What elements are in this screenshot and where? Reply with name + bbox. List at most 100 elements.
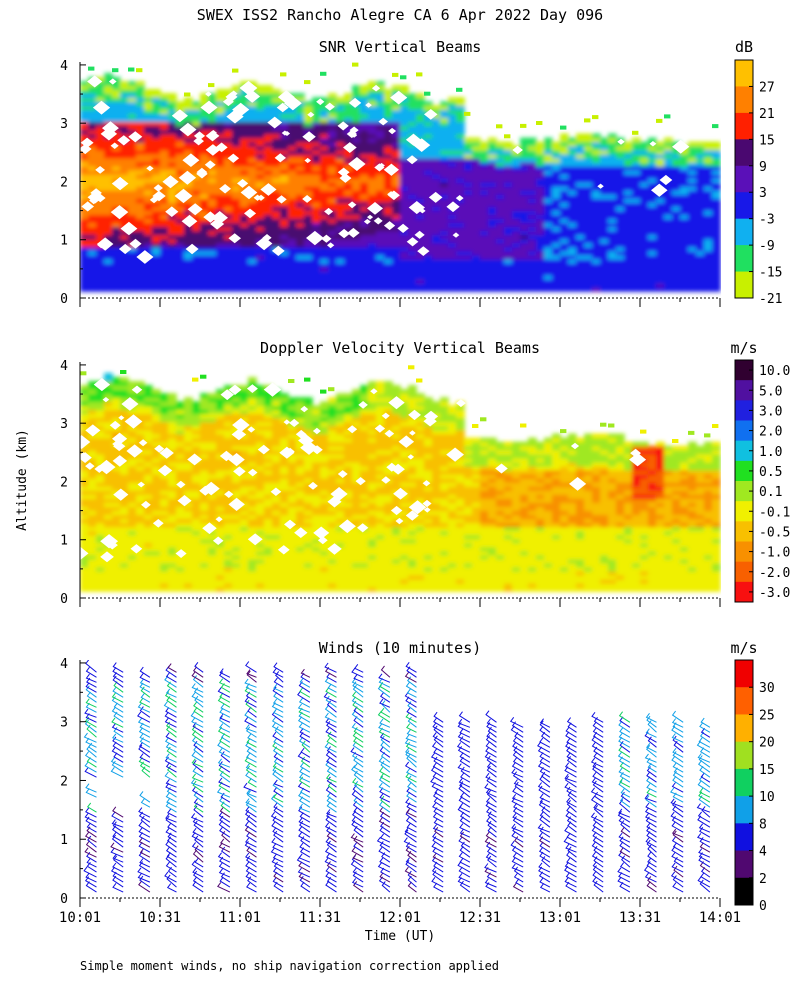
heatmap-cell: [488, 206, 497, 211]
colorbar-swatch: [735, 60, 753, 87]
heatmap-cell: [256, 425, 265, 431]
heatmap-cell: [200, 417, 209, 423]
heatmap-cell: [536, 222, 545, 228]
noise-cell: [664, 114, 671, 119]
heatmap-cell: [136, 266, 145, 272]
heatmap-cell: [240, 282, 249, 288]
data-gap: [128, 131, 143, 143]
heatmap-cell: [216, 105, 225, 111]
heatmap-cell: [608, 165, 617, 171]
heatmap-cell: [168, 465, 177, 471]
heatmap-cell: [224, 165, 233, 171]
heatmap-cell: [80, 425, 89, 431]
heatmap-cell: [552, 246, 561, 252]
heatmap-cell: [400, 230, 409, 236]
heatmap-cell: [472, 145, 481, 151]
data-gap: [205, 91, 212, 97]
heatmap-cell: [544, 169, 553, 175]
heatmap-cell: [128, 486, 137, 491]
heatmap-cell: [584, 194, 593, 199]
heatmap-cell: [392, 186, 401, 191]
heatmap-cell: [656, 161, 665, 167]
heatmap-cell: [144, 441, 153, 447]
heatmap-cell: [280, 182, 289, 187]
heatmap-cell: [96, 498, 105, 503]
heatmap-cell: [624, 250, 633, 256]
heatmap-cell: [376, 190, 385, 195]
heatmap-cell: [168, 186, 177, 191]
heatmap-cell: [584, 234, 593, 240]
heatmap-cell: [232, 401, 241, 407]
heatmap-cell: [424, 125, 433, 131]
heatmap-cell: [96, 97, 105, 102]
heatmap-cell: [632, 254, 641, 260]
heatmap-cell: [264, 202, 273, 207]
heatmap-cell: [280, 234, 289, 240]
heatmap-cell: [640, 169, 649, 175]
heatmap-cell: [512, 278, 521, 284]
heatmap-cell: [136, 198, 145, 203]
heatmap-cell: [120, 417, 129, 423]
heatmap-cell: [192, 437, 201, 443]
data-gap: [348, 97, 362, 108]
heatmap-cell: [128, 498, 137, 503]
heatmap-cell: [152, 469, 161, 475]
heatmap-cell: [264, 254, 273, 260]
heatmap-cell: [296, 206, 305, 211]
heatmap-cell: [200, 258, 209, 264]
heatmap-cell: [96, 538, 105, 544]
heatmap-cell: [232, 482, 241, 487]
heatmap-cell: [360, 165, 369, 171]
heatmap-cell: [496, 214, 505, 220]
heatmap-cell: [632, 287, 641, 292]
heatmap-cell: [296, 178, 305, 183]
heatmap-cell: [520, 141, 529, 147]
heatmap-cell: [184, 282, 193, 288]
heatmap-cell: [424, 153, 433, 159]
heatmap-cell: [104, 373, 113, 378]
heatmap-cell: [104, 81, 113, 86]
heatmap-cell: [208, 582, 217, 588]
heatmap-cell: [688, 165, 697, 171]
heatmap-cell: [528, 262, 537, 268]
heatmap-cell: [96, 473, 105, 479]
heatmap-cell: [96, 506, 105, 511]
heatmap-cell: [608, 149, 617, 155]
heatmap-cell: [256, 153, 265, 159]
heatmap-cell: [200, 397, 209, 402]
heatmap-cell: [200, 153, 209, 159]
heatmap-cell: [344, 226, 353, 232]
heatmap-cell: [216, 582, 225, 588]
heatmap-cell: [224, 469, 233, 475]
heatmap-cell: [432, 137, 441, 143]
heatmap-cell: [176, 429, 185, 435]
heatmap-cell: [608, 153, 617, 159]
noise-cell: [464, 111, 471, 116]
heatmap-cell: [136, 81, 145, 86]
heatmap-cell: [456, 210, 465, 216]
heatmap-cell: [264, 206, 273, 211]
heatmap-cell: [160, 169, 169, 175]
heatmap-cell: [192, 234, 201, 240]
heatmap-cell: [216, 254, 225, 260]
heatmap-cell: [320, 165, 329, 171]
heatmap-cell: [248, 558, 257, 564]
heatmap-cell: [568, 258, 577, 264]
heatmap-cell: [88, 437, 97, 443]
heatmap-cell: [96, 262, 105, 268]
heatmap-cell: [688, 246, 697, 252]
heatmap-cell: [384, 149, 393, 155]
heatmap-cell: [256, 417, 265, 423]
data-gap: [367, 202, 383, 215]
heatmap-cell: [200, 478, 209, 483]
heatmap-cell: [168, 222, 177, 228]
heatmap-cell: [120, 157, 129, 163]
noise-cell: [584, 118, 591, 123]
data-gap: [346, 129, 357, 139]
heatmap-cell: [88, 401, 97, 407]
heatmap-cell: [320, 270, 329, 276]
heatmap-cell: [504, 165, 513, 171]
heatmap-cell: [80, 417, 89, 423]
heatmap-cell: [280, 137, 289, 143]
heatmap-cell: [104, 530, 113, 536]
